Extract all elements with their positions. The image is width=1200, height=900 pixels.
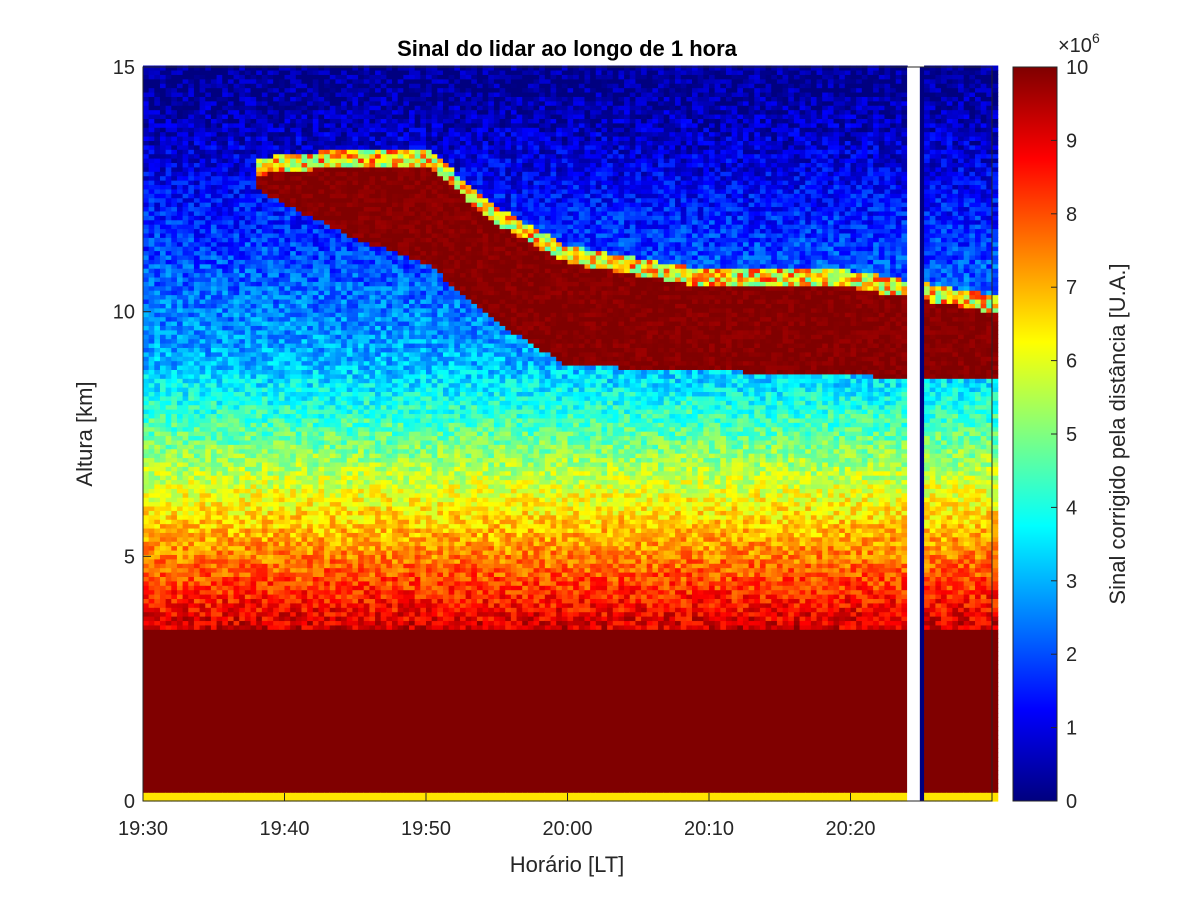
colorbar-exponent-base: ×10: [1058, 35, 1092, 57]
y-tick-label: 15: [113, 57, 135, 79]
y-axis-label: Altura [km]: [72, 381, 97, 486]
colorbar-tick-label: 2: [1066, 644, 1077, 666]
x-tick-label: 20:20: [825, 818, 875, 840]
x-axis-label: Horário [LT]: [510, 852, 625, 877]
colorbar-tick-label: 5: [1066, 424, 1077, 446]
colorbar-label: Sinal corrigido pela distância [U.A.]: [1105, 263, 1130, 604]
chart-title: Sinal do lidar ao longo de 1 hora: [397, 36, 738, 61]
colorbar-tick-label: 1: [1066, 718, 1077, 740]
colorbar-scale: [1012, 66, 1058, 802]
y-tick-label: 5: [124, 546, 135, 568]
heatmap-area: [143, 65, 999, 802]
colorbar-exponent: ×106: [1058, 30, 1100, 57]
y-tick-label: 0: [124, 791, 135, 813]
y-tick-label: 10: [113, 302, 135, 324]
colorbar-tick-label: 4: [1066, 497, 1077, 519]
colorbar-tick-label: 9: [1066, 130, 1077, 152]
colorbar-tick-label: 10: [1066, 57, 1088, 79]
missing-data-gap: [907, 67, 920, 801]
colorbar-tick-label: 7: [1066, 277, 1077, 299]
colorbar-ticks: 0 1 2 3 4 5 6 7 8 9 10: [1051, 57, 1088, 813]
x-axis: 19:30 19:40 19:50 20:00 20:10 20:20: [118, 793, 876, 840]
y-axis: 0 5 10 15: [113, 57, 151, 813]
x-tick-label: 19:30: [118, 818, 168, 840]
colorbar-tick-label: 0: [1066, 791, 1077, 813]
colorbar-exponent-power: 6: [1092, 30, 1100, 46]
x-tick-label: 19:40: [259, 818, 309, 840]
x-tick-label: 20:10: [684, 818, 734, 840]
x-tick-label: 19:50: [401, 818, 451, 840]
x-tick-label: 20:00: [542, 818, 592, 840]
colorbar-tick-label: 8: [1066, 204, 1077, 226]
colorbar-tick-label: 3: [1066, 571, 1077, 593]
colorbar-tick-label: 6: [1066, 351, 1077, 373]
